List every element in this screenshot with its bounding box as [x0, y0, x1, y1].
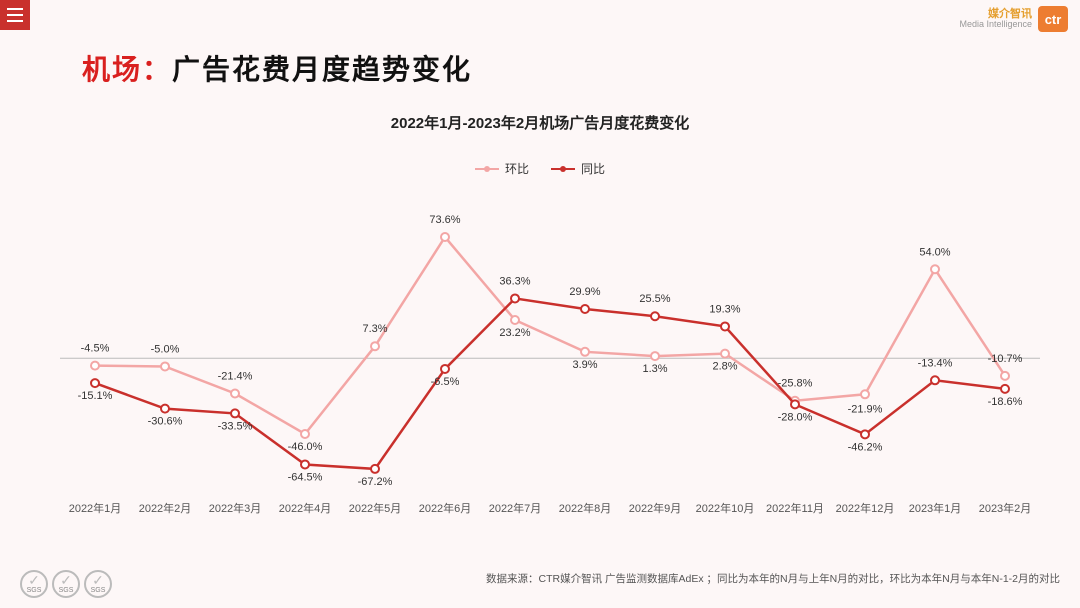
series2-point [91, 379, 99, 387]
series1-point [301, 430, 309, 438]
x-axis-label: 2022年8月 [559, 501, 612, 515]
series1-point [441, 233, 449, 241]
series1-label: -25.8% [778, 378, 813, 390]
series2-point [651, 312, 659, 320]
slide-page: 媒介智讯 Media Intelligence ctr 机场： 广告花费月度趋势… [0, 0, 1080, 608]
series1-point [1001, 372, 1009, 380]
series1-point [91, 362, 99, 370]
series2-point [161, 405, 169, 413]
series2-point [231, 409, 239, 417]
x-axis-label: 2022年10月 [696, 501, 755, 515]
series1-point [161, 362, 169, 370]
series2-label: -64.5% [288, 471, 323, 483]
series2-label: 36.3% [499, 275, 530, 287]
series1-label: -46.0% [288, 441, 323, 453]
legend: 环比 同比 [0, 160, 1080, 177]
series1-label: -21.4% [218, 370, 253, 382]
x-axis-label: 2022年5月 [349, 501, 402, 515]
sgs-badge: SGS [20, 570, 48, 598]
brand-logo: ctr [1038, 6, 1068, 32]
series2-label: 25.5% [639, 293, 670, 305]
x-axis-label: 2022年11月 [766, 501, 824, 515]
legend-label-1: 环比 [505, 160, 529, 177]
series1-point [231, 389, 239, 397]
menu-icon[interactable] [0, 0, 30, 30]
series1-label: 23.2% [499, 327, 530, 339]
series1-point [511, 316, 519, 324]
series1-label: 1.3% [642, 363, 667, 375]
series1-point [651, 352, 659, 360]
series1-point [721, 350, 729, 358]
x-axis-label: 2022年4月 [279, 501, 332, 515]
series2-point [861, 430, 869, 438]
series2-label: -13.4% [918, 357, 953, 369]
series1-point [861, 390, 869, 398]
series1-label: -5.0% [151, 343, 180, 355]
series2-point [581, 305, 589, 313]
series1-label: -10.7% [988, 353, 1023, 365]
x-axis-label: 2022年6月 [419, 501, 472, 515]
series2-point [1001, 385, 1009, 393]
x-axis-label: 2022年3月 [209, 501, 262, 515]
series2-point [441, 365, 449, 373]
legend-label-2: 同比 [581, 160, 605, 177]
series2-label: -28.0% [778, 411, 813, 423]
legend-swatch-2 [551, 168, 575, 170]
title-main: 广告花费月度趋势变化 [172, 48, 472, 88]
legend-swatch-1 [475, 168, 499, 170]
series2-point [371, 465, 379, 473]
series2-label: -46.2% [848, 441, 883, 453]
brand-en: Media Intelligence [959, 20, 1032, 30]
series1-point [581, 348, 589, 356]
series2-label: 19.3% [709, 303, 740, 315]
series2-label: -6.5% [431, 376, 460, 388]
line-chart: 2022年1月 2022年2月 2022年3月 2022年4月 2022年5月 2022年… [40, 200, 1050, 530]
series1-label: 2.8% [712, 361, 737, 373]
series2-label: -30.6% [148, 416, 183, 428]
x-axis-label: 2022年2月 [139, 501, 192, 515]
series2-label: -15.1% [78, 390, 113, 402]
series1-label: 54.0% [919, 246, 950, 258]
chart-area: 2022年1月 2022年2月 2022年3月 2022年4月 2022年5月 2022年… [40, 200, 1050, 530]
series2-point [791, 400, 799, 408]
x-axis-label: 2023年2月 [979, 501, 1032, 515]
x-axis-label: 2022年7月 [489, 501, 542, 515]
sgs-badge: SGS [84, 570, 112, 598]
series2-label: 29.9% [569, 286, 600, 298]
x-axis-label: 2022年12月 [836, 501, 895, 515]
series2-point [301, 460, 309, 468]
legend-item-1: 环比 [475, 160, 529, 177]
series1-label: -21.9% [848, 403, 883, 415]
title-row: 机场： 广告花费月度趋势变化 [82, 48, 472, 88]
series2-point [721, 322, 729, 330]
brand-text: 媒介智讯 Media Intelligence [959, 8, 1032, 30]
sgs-badge: SGS [52, 570, 80, 598]
series2-label: -18.6% [988, 396, 1023, 408]
x-axis-label: 2023年1月 [909, 501, 962, 515]
series2-point [511, 294, 519, 302]
series1-label: -4.5% [81, 343, 110, 355]
series1-label: 7.3% [362, 323, 387, 335]
series1-label: 73.6% [429, 214, 460, 226]
sgs-badges: SGS SGS SGS [20, 570, 112, 598]
legend-item-2: 同比 [551, 160, 605, 177]
brand-block: 媒介智讯 Media Intelligence ctr [959, 6, 1068, 32]
title-prefix: 机场： [82, 48, 172, 88]
series1-label: 3.9% [572, 359, 597, 371]
x-axis-label: 2022年1月 [69, 501, 122, 515]
series1-point [371, 342, 379, 350]
series2-label: -67.2% [358, 476, 393, 488]
chart-subtitle: 2022年1月-2023年2月机场广告月度花费变化 [0, 112, 1080, 133]
x-axis-label: 2022年9月 [629, 501, 682, 515]
series2-point [931, 376, 939, 384]
series2-label: -33.5% [218, 420, 253, 432]
series1-point [931, 265, 939, 273]
footer-note: 数据来源：CTR媒介智讯 广告监测数据库AdEx ；同比为本年的N月与上年N月的… [486, 571, 1060, 586]
